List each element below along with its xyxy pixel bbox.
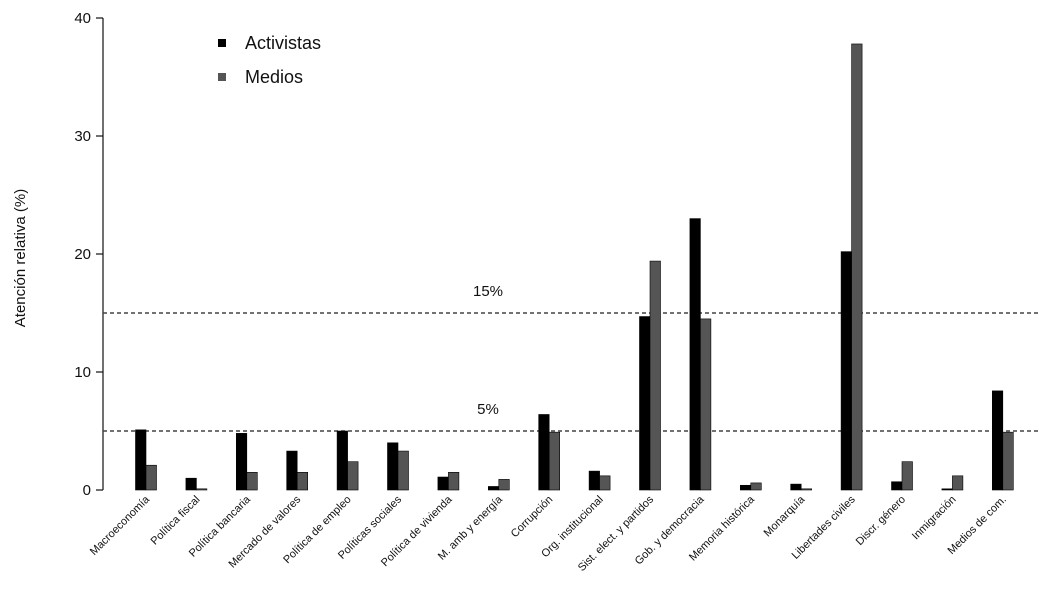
bar-medios: [952, 475, 964, 491]
y-tick-label: 20: [74, 246, 91, 263]
legend-label: Activistas: [245, 33, 321, 53]
bar-activistas: [336, 430, 348, 491]
bar-medios: [448, 471, 460, 491]
x-tick-label: Inmigración: [910, 494, 959, 543]
bar-activistas: [135, 429, 147, 491]
bar-medios: [145, 464, 157, 491]
bar-medios: [397, 450, 409, 491]
y-tick-label: 30: [74, 128, 91, 145]
bar-activistas: [991, 390, 1004, 491]
bar-activistas: [639, 316, 651, 491]
bar-medios: [901, 461, 913, 491]
bar-activistas: [538, 414, 550, 491]
bar-medios: [296, 471, 309, 491]
y-axis-title: Atención relativa (%): [12, 189, 29, 327]
bar-activistas: [185, 477, 197, 491]
x-tick-label: Macroeconomía: [88, 493, 153, 558]
bar-medios: [196, 488, 208, 491]
bar-medios: [649, 260, 661, 491]
x-tick-label: Discr. género: [854, 494, 908, 548]
bar-medios: [700, 318, 712, 491]
bar-medios: [851, 43, 863, 491]
legend: Activistas Medios: [218, 33, 321, 87]
bar-medios: [246, 471, 258, 491]
y-tick-label: 0: [83, 482, 91, 499]
bars: [135, 43, 1014, 491]
bar-medios: [750, 482, 762, 491]
y-axis: 0 10 20 30 40: [74, 10, 104, 499]
bar-medios: [599, 475, 611, 491]
bar-medios: [1002, 431, 1014, 491]
bar-activistas: [236, 433, 248, 491]
legend-swatch: [218, 73, 226, 81]
bar-activistas: [588, 470, 600, 491]
bar-activistas: [891, 481, 903, 491]
bar-activistas: [286, 450, 298, 491]
bar-medios: [347, 461, 359, 491]
bar-activistas: [387, 442, 399, 491]
reference-line-label: 15%: [473, 283, 503, 300]
reference-line-label: 5%: [477, 401, 499, 418]
y-tick-label: 40: [74, 10, 91, 27]
bar-activistas: [689, 218, 701, 491]
bar-activistas: [487, 486, 500, 491]
bar-activistas: [790, 483, 802, 491]
bar-medios: [498, 479, 510, 491]
bar-medios: [548, 431, 561, 491]
y-tick-label: 10: [74, 364, 91, 381]
x-tick-label: Política fiscal: [149, 494, 203, 548]
bar-activistas: [437, 476, 449, 491]
legend-swatch: [218, 39, 226, 47]
bar-activistas: [941, 488, 953, 491]
bar-medios: [800, 488, 813, 491]
bar-activistas: [840, 251, 852, 491]
bar-activistas: [739, 484, 752, 491]
x-tick-label: Corrupción: [509, 494, 556, 541]
x-tick-label: Monarquía: [762, 493, 808, 539]
legend-label: Medios: [245, 67, 303, 87]
reference-lines: 15% 5%: [103, 283, 1039, 432]
